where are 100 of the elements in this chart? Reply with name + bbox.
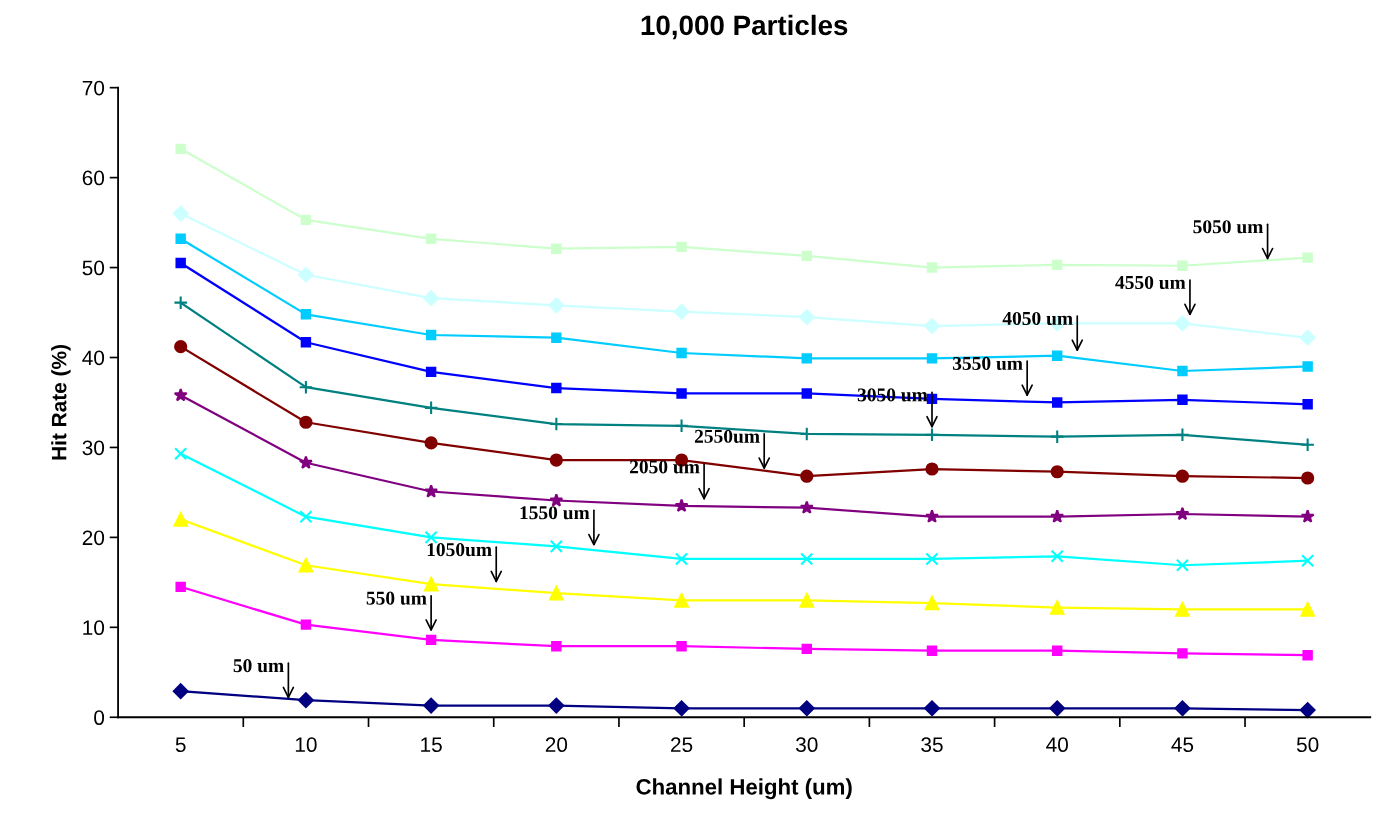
point — [925, 552, 939, 566]
point — [175, 143, 186, 155]
point — [1177, 365, 1188, 377]
annotation: 2050 um — [629, 460, 700, 474]
y-tick-label: 20 — [82, 530, 105, 546]
point — [674, 498, 689, 512]
point — [423, 400, 439, 416]
point — [799, 500, 814, 514]
point — [175, 257, 186, 269]
point — [1177, 648, 1188, 659]
point — [800, 552, 814, 566]
point — [300, 619, 312, 630]
point — [801, 353, 812, 364]
point — [1302, 252, 1313, 263]
chart-title: 10,000 Particles — [641, 14, 848, 40]
point — [172, 205, 189, 222]
point — [1175, 558, 1190, 572]
point — [424, 436, 438, 450]
point — [926, 353, 938, 364]
annotation: 550 um — [366, 591, 427, 605]
point — [1052, 645, 1063, 656]
point — [549, 493, 564, 507]
point — [925, 462, 939, 476]
point — [676, 241, 687, 253]
x-tick-label: 45 — [1171, 737, 1194, 753]
point — [1049, 429, 1065, 444]
point — [926, 645, 938, 656]
point — [801, 388, 812, 399]
point — [423, 290, 440, 307]
point — [173, 387, 188, 402]
point — [175, 233, 186, 244]
point — [298, 557, 314, 573]
point — [174, 340, 188, 354]
point — [1177, 260, 1188, 271]
point — [924, 427, 940, 443]
point — [1049, 700, 1066, 717]
point — [174, 447, 188, 461]
point — [1301, 471, 1315, 485]
point — [549, 453, 563, 467]
point — [1175, 427, 1190, 443]
point — [673, 303, 690, 320]
x-tick-label: 50 — [1296, 737, 1319, 753]
point — [924, 700, 940, 717]
point — [673, 700, 690, 717]
annotation: 4550 um — [1115, 275, 1186, 290]
point — [1052, 350, 1063, 361]
point — [1049, 600, 1065, 615]
x-tick-label: 5 — [175, 737, 186, 753]
x-tick-label: 15 — [421, 737, 442, 753]
point — [425, 366, 437, 378]
annotation: 4050 um — [1002, 311, 1073, 326]
y-tick-label: 10 — [83, 620, 105, 636]
point — [549, 539, 563, 553]
point — [551, 332, 562, 343]
point — [425, 233, 437, 244]
point — [173, 295, 188, 310]
point — [1301, 554, 1315, 568]
point — [1175, 506, 1190, 521]
x-tick-label: 30 — [795, 737, 818, 753]
point — [549, 585, 564, 601]
y-tick-label: 70 — [82, 80, 105, 96]
point — [424, 484, 439, 498]
y-tick-label: 60 — [82, 170, 105, 186]
point — [299, 415, 313, 429]
point — [1302, 399, 1313, 410]
y-axis-title: Hit Rate (%) — [51, 345, 71, 460]
point — [798, 700, 815, 717]
point — [1175, 469, 1190, 483]
point — [1177, 394, 1188, 405]
point — [298, 379, 314, 395]
point — [549, 416, 564, 432]
point — [1175, 602, 1190, 617]
point — [172, 683, 189, 700]
point — [1050, 465, 1064, 479]
point — [300, 214, 312, 226]
point — [297, 266, 314, 283]
point — [1300, 602, 1315, 617]
point — [298, 455, 313, 469]
point — [425, 329, 437, 341]
point — [548, 297, 565, 314]
point — [674, 593, 689, 608]
point — [1174, 315, 1191, 332]
x-tick-label: 20 — [545, 737, 568, 753]
point — [1052, 259, 1063, 271]
point — [924, 318, 940, 334]
point — [423, 576, 439, 592]
point — [926, 262, 938, 273]
y-tick-label: 40 — [82, 350, 105, 366]
annotation: 50 um — [233, 659, 284, 673]
point — [1299, 329, 1316, 346]
point — [1302, 361, 1313, 372]
point — [551, 641, 562, 652]
point — [299, 510, 313, 524]
x-tick-label: 10 — [295, 737, 317, 753]
point — [300, 337, 312, 348]
point — [674, 552, 689, 566]
point — [1174, 700, 1191, 717]
point — [799, 593, 815, 608]
point — [801, 643, 812, 655]
point — [676, 388, 687, 399]
